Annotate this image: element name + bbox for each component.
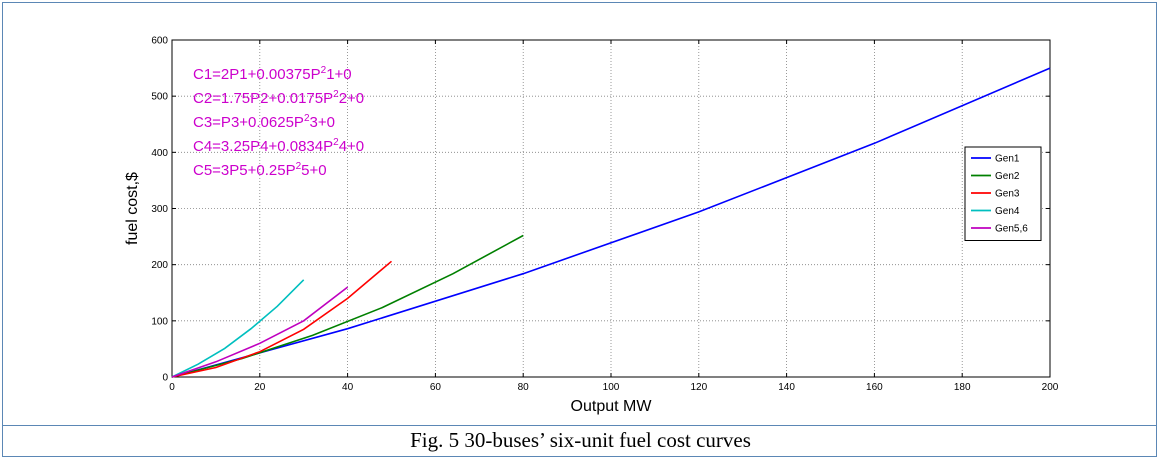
grid-lines bbox=[172, 40, 1050, 377]
y-tick-label: 0 bbox=[162, 373, 168, 384]
series-line-gen1 bbox=[171, 67, 1051, 378]
legend-entry: Gen4 bbox=[995, 206, 1020, 217]
y-tick-label: 200 bbox=[151, 260, 168, 271]
x-tick-label: 20 bbox=[254, 382, 266, 393]
x-tick-label: 60 bbox=[430, 382, 442, 393]
y-tick-label: 100 bbox=[151, 316, 168, 327]
y-tick-label: 500 bbox=[151, 92, 168, 103]
legend-entry: Gen5,6 bbox=[995, 224, 1028, 235]
series-line-gen5-6 bbox=[171, 286, 349, 378]
y-tick-label: 400 bbox=[151, 148, 168, 159]
equation-4: C4=3.25P4+0.0834P24+0 bbox=[193, 137, 364, 155]
x-tick-label: 100 bbox=[603, 382, 620, 393]
y-axis-label: fuel cost,$ bbox=[124, 172, 141, 245]
x-tick-label: 40 bbox=[342, 382, 354, 393]
equation-5: C5=3P5+0.25P25+0 bbox=[193, 161, 327, 179]
series-line-gen3 bbox=[171, 260, 393, 378]
y-tick-label: 300 bbox=[151, 204, 168, 215]
x-tick-label: 0 bbox=[169, 382, 175, 393]
equation-1: C1=2P1+0.00375P21+0 bbox=[193, 65, 352, 83]
legend-entry: Gen3 bbox=[995, 189, 1020, 200]
y-tick-label: 600 bbox=[151, 36, 168, 47]
series-line-gen4 bbox=[171, 279, 305, 378]
x-tick-label: 80 bbox=[518, 382, 530, 393]
equation-annotations: C1=2P1+0.00375P21+0 C2=1.75P2+0.0175P22+0… bbox=[193, 65, 364, 179]
fuel-cost-chart: 0 20 40 60 80 100 120 140 160 180 200 0 100 200 300 400… bbox=[124, 36, 1059, 416]
figure-caption: Fig. 5 30-buses’ six-unit fuel cost curv… bbox=[410, 428, 751, 452]
x-tick-label: 200 bbox=[1042, 382, 1059, 393]
legend-entry: Gen2 bbox=[995, 171, 1020, 182]
axes: 0 20 40 60 80 100 120 140 160 180 200 0 100 200 300 400… bbox=[151, 36, 1058, 394]
series-lines bbox=[171, 67, 1051, 378]
legend: Gen1 Gen2 Gen3 Gen4 Gen5,6 bbox=[964, 146, 1042, 241]
x-axis-label: Output MW bbox=[571, 398, 653, 415]
x-tick-label: 140 bbox=[778, 382, 795, 393]
legend-entry: Gen1 bbox=[995, 154, 1020, 165]
x-tick-label: 180 bbox=[954, 382, 971, 393]
caption-divider bbox=[2, 425, 1157, 426]
plot-border bbox=[171, 39, 1051, 378]
x-tick-label: 160 bbox=[866, 382, 883, 393]
equation-3: C3=P3+0.0625P23+0 bbox=[193, 113, 335, 131]
x-tick-label: 120 bbox=[690, 382, 707, 393]
equation-2: C2=1.75P2+0.0175P22+0 bbox=[193, 89, 364, 107]
